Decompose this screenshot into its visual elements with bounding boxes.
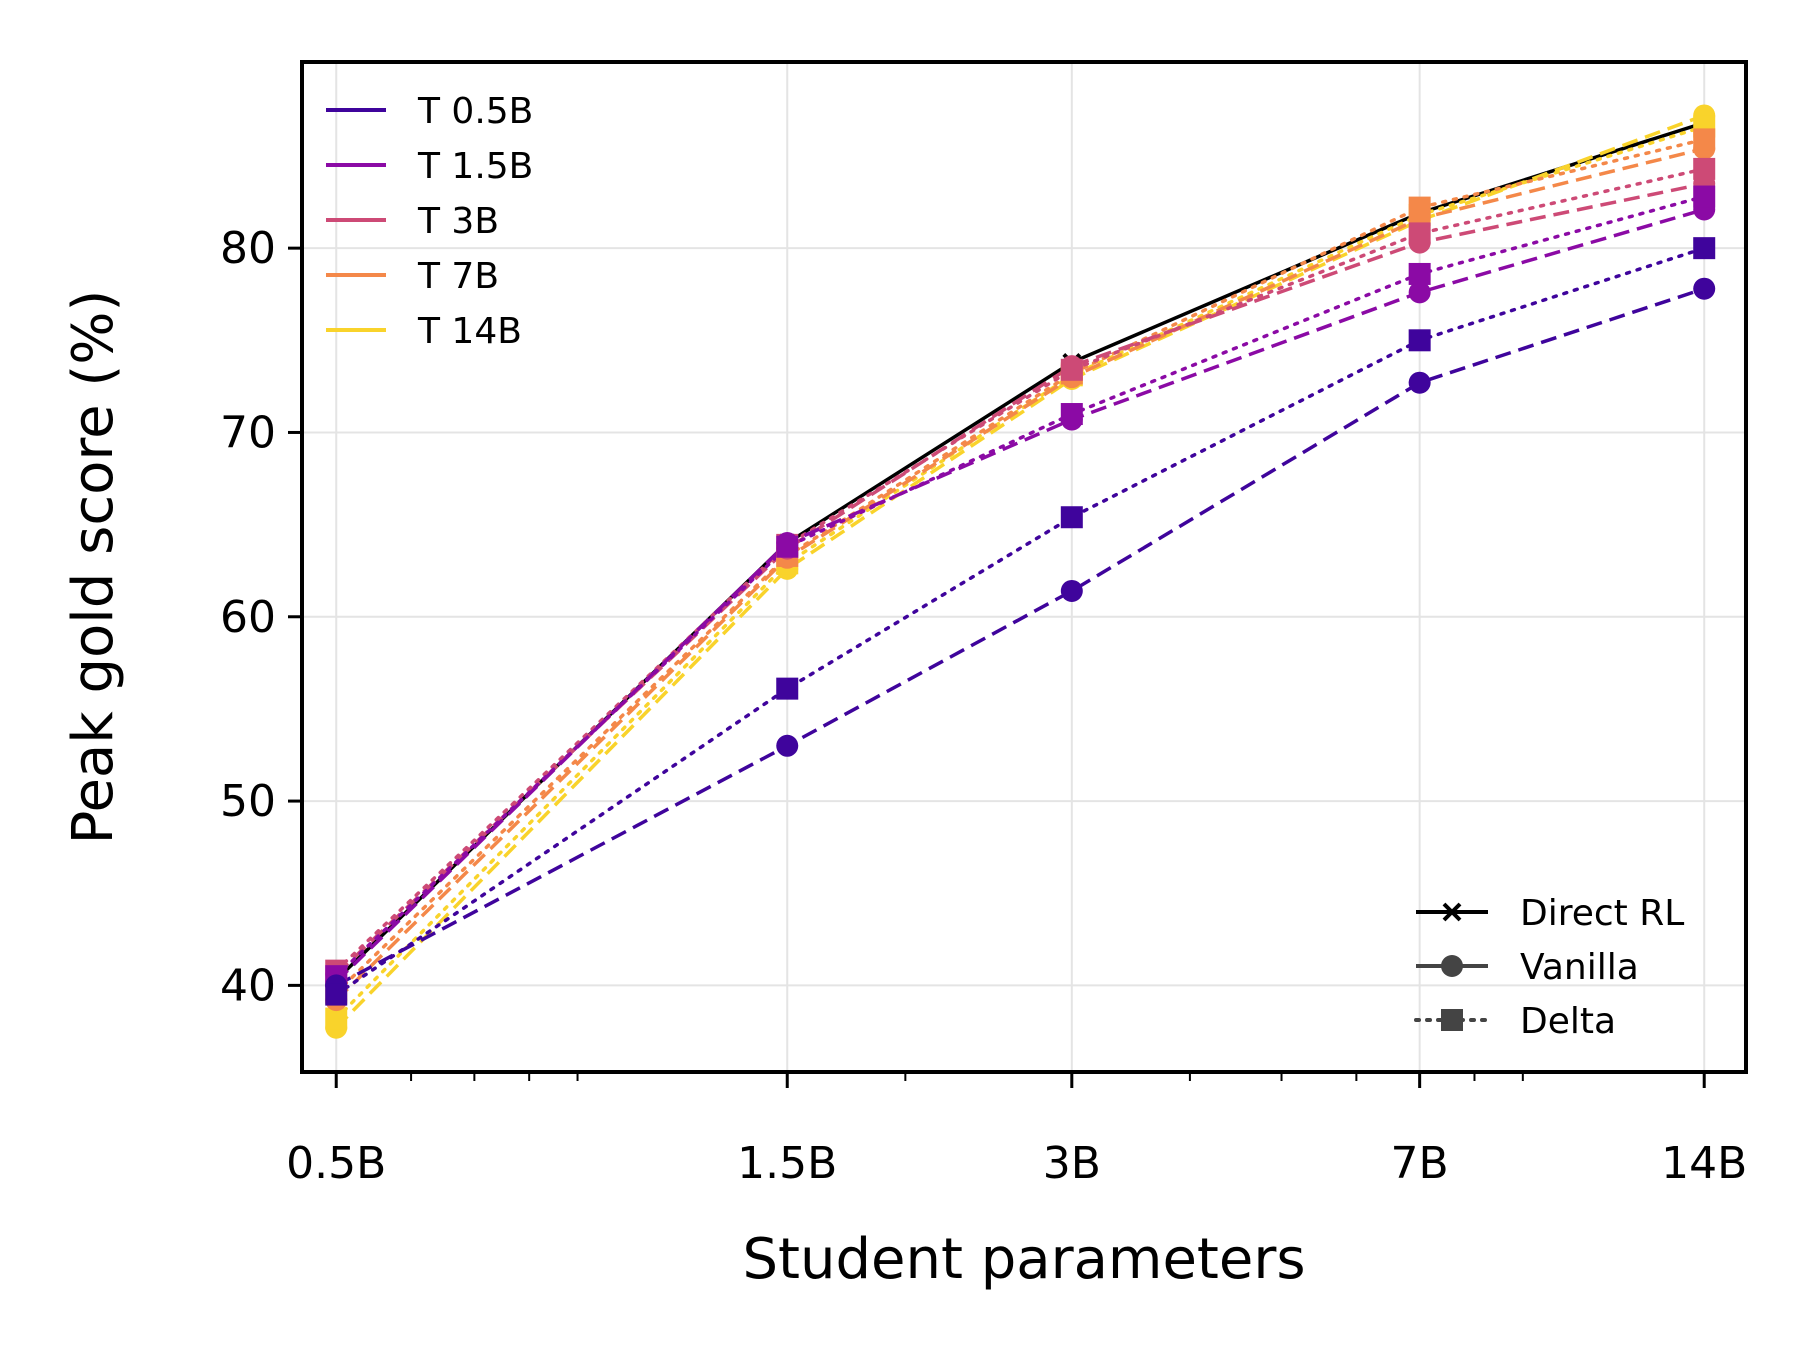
axes: 40 50 60 70 80 0.5B 1.5B 3B 7B 14B <box>220 223 1747 1189</box>
delta-marker <box>1060 506 1083 529</box>
delta-marker <box>1408 222 1431 245</box>
delta-marker <box>1693 185 1716 208</box>
delta-marker <box>1693 157 1716 180</box>
delta-line <box>334 137 1706 995</box>
vanilla-marker <box>1693 277 1716 300</box>
delta-marker <box>776 677 799 700</box>
delta-marker <box>1060 358 1083 381</box>
legend-label: T 0.5B <box>417 91 533 132</box>
x-axis-label: Student parameters <box>742 1227 1305 1292</box>
legend-label: T 1.5B <box>417 146 533 187</box>
delta-marker <box>325 1007 348 1030</box>
legend-label: T 3B <box>417 201 499 242</box>
legend-label: Vanilla <box>1520 947 1639 988</box>
legend-label: T 7B <box>417 256 499 297</box>
vanilla-marker <box>1060 579 1083 602</box>
delta-marker <box>325 983 348 1006</box>
delta-marker <box>776 535 799 558</box>
legend-x-marker <box>1442 902 1462 922</box>
legend-label: T 14B <box>417 311 522 352</box>
x-tick-label: 1.5B <box>737 1138 837 1189</box>
vanilla-line <box>335 287 1705 987</box>
delta-marker <box>1408 329 1431 352</box>
legend-square-marker <box>1441 1009 1463 1031</box>
legend-circle-marker <box>1441 955 1463 977</box>
delta-marker <box>1408 262 1431 285</box>
method-legend: Direct RL Vanilla Delta <box>1414 893 1684 1042</box>
delta-marker <box>1060 403 1083 426</box>
x-tick-label: 7B <box>1391 1138 1449 1189</box>
delta-marker <box>1693 237 1716 260</box>
y-tick-label: 60 <box>220 592 276 643</box>
plot-frame <box>300 60 1748 1074</box>
y-tick-label: 70 <box>220 407 276 458</box>
x-tick-label: 14B <box>1661 1138 1747 1189</box>
delta-marker <box>1408 196 1431 219</box>
vanilla-marker <box>776 734 799 757</box>
delta-line <box>334 246 1706 997</box>
legend-label: Delta <box>1520 1001 1616 1042</box>
y-tick-label: 40 <box>220 960 276 1011</box>
teacher-legend: T 0.5B T 1.5B T 3B T 7B T 14B <box>326 91 533 352</box>
y-axis-label: Peak gold score (%) <box>61 290 126 845</box>
vanilla-marker <box>1408 281 1431 304</box>
x-tick-label: 3B <box>1043 1138 1101 1189</box>
y-tick-label: 50 <box>220 776 276 827</box>
legend-label: Direct RL <box>1520 893 1684 934</box>
x-tick-label: 0.5B <box>286 1138 386 1189</box>
grid-lines <box>302 62 1746 1072</box>
y-tick-label: 80 <box>220 223 276 274</box>
delta-marker <box>1693 128 1716 151</box>
series-lines <box>325 104 1716 1039</box>
vanilla-marker <box>1408 371 1431 394</box>
